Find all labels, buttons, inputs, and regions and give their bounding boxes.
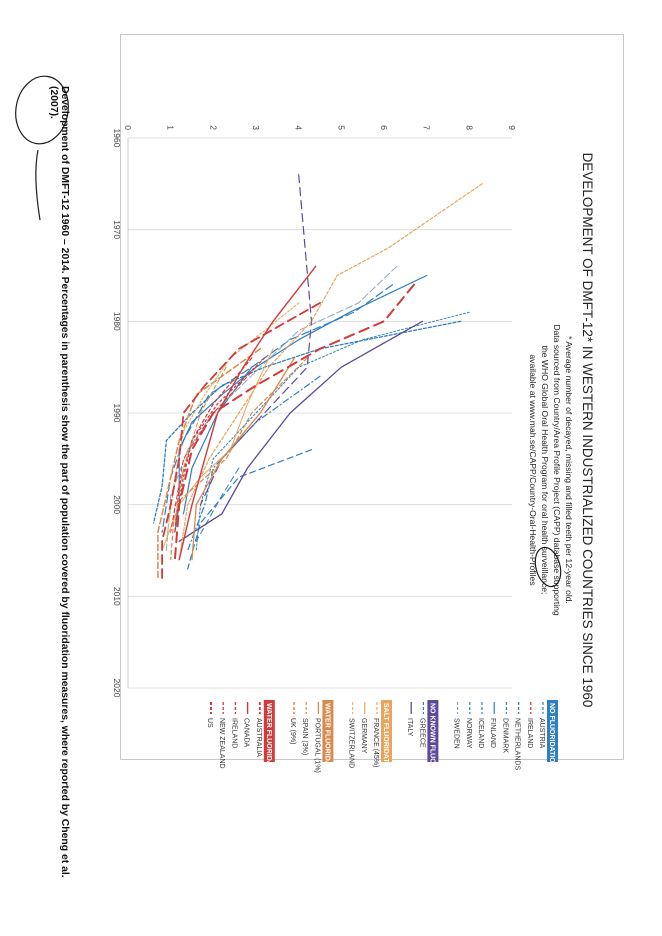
series-line-uk-9- [157,348,262,579]
series-line-band-1 [170,366,257,533]
legend-group-label: NO KNOWN FLUORIDATION [428,703,435,797]
y-tick-label: 3 [251,125,261,130]
chart-note-1: * Average number of decayed, missing and… [564,336,574,604]
y-tick-label: 9 [507,125,517,130]
chart-title: DEVELOPMENT OF DMFT-12* IN WESTERN INDUS… [580,153,595,708]
y-tick-label: 6 [379,125,389,130]
legend-item-label: IRELAND [526,718,533,748]
legend-group-box [322,700,334,762]
legend-item-label: SWEDEN [453,718,460,749]
y-tick-label: 8 [464,125,474,130]
series-line-band-2 [174,366,227,524]
y-tick-label: 5 [336,125,346,130]
legend-group-label: NO FLUORIDATION [548,703,555,768]
legend-group-box [381,700,392,762]
legend-group-label: SALT FLUORIDATION [382,703,389,775]
legend-item-label: NORWAY [465,718,472,749]
series-line-spain-3- [170,357,308,561]
legend-item-label: AUSTRIA [538,718,545,749]
legend-item-label: US [206,718,213,728]
x-tick-label: 1990 [112,404,122,423]
series-line-france-45- [178,183,483,561]
legend-item-label: PORTUGAL (1%) [313,718,320,773]
legend-item-label: IRELAND [230,718,237,748]
y-tick-label: 4 [294,125,304,130]
series-line-netherlands [152,320,462,524]
legend-item-label: UK (9%) [289,718,296,744]
handwritten-marks [15,75,562,588]
legend-item-label: ITALY [406,718,413,737]
legend-item-label: CANADA [243,718,250,748]
legend-item-label: NEW ZEALAND [218,718,225,769]
legend-group-label: WATER FLUORIDATION - HI [265,703,272,795]
series-line-austria [187,449,313,570]
y-tick-label: 0 [123,125,133,130]
series-line-portugal-1- [191,357,296,561]
chart-note-3: the WHO Global Oral Health Program for o… [540,346,550,595]
chart-note-4: available at www.mah.se/CAPP/Country-Ora… [528,354,538,585]
legend-item-label: SWITZERLAND [348,718,355,768]
legend-item-label: FRANCE (45%) [372,718,379,767]
ink-circle-1960 [534,546,562,588]
x-tick-label: 1980 [112,312,122,331]
legend-item-label: NETHERLANDS [514,718,521,770]
y-tick-label: 7 [422,125,432,130]
legend-item-label: GREECE [418,718,425,748]
x-tick-label: 2000 [112,495,122,514]
legend-item-label: ICELAND [477,718,484,748]
series-line-greece [195,467,240,542]
legend-group-label: WATER FLUORIDATION - LO [323,703,330,799]
legend-item-label: SPAIN (3%) [301,718,308,755]
x-tick-label: 1960 [112,129,122,148]
legend-item-label: DENMARK [501,718,508,753]
x-tick-label: 2010 [112,587,122,606]
ink-circle-dmft-caption [15,75,69,145]
x-tick-label: 1970 [112,220,122,239]
chart-note-2: Data sourced from Country/Area Profile P… [552,324,562,616]
legend-item-label: FINLAND [489,718,496,748]
series-line-canada [178,265,317,561]
legend-group-box [427,700,439,762]
legend-group-box [547,700,558,762]
series-line-australia [161,302,321,579]
ink-underline-caption [35,149,41,221]
x-tick-label: 2020 [112,679,122,698]
y-tick-label: 2 [208,125,218,130]
y-tick-label: 1 [166,125,176,130]
figure-caption: Development of DMFT-12 1960 – 2014. Perc… [48,86,70,878]
legend-item-label: AUSTRALIA [255,718,262,757]
series-line-us [173,283,415,561]
series-line-new-zealand [174,357,266,524]
legend-item-label: GERMANY [360,718,367,754]
legend-group-box [263,700,275,762]
series-line-italy [178,320,424,542]
